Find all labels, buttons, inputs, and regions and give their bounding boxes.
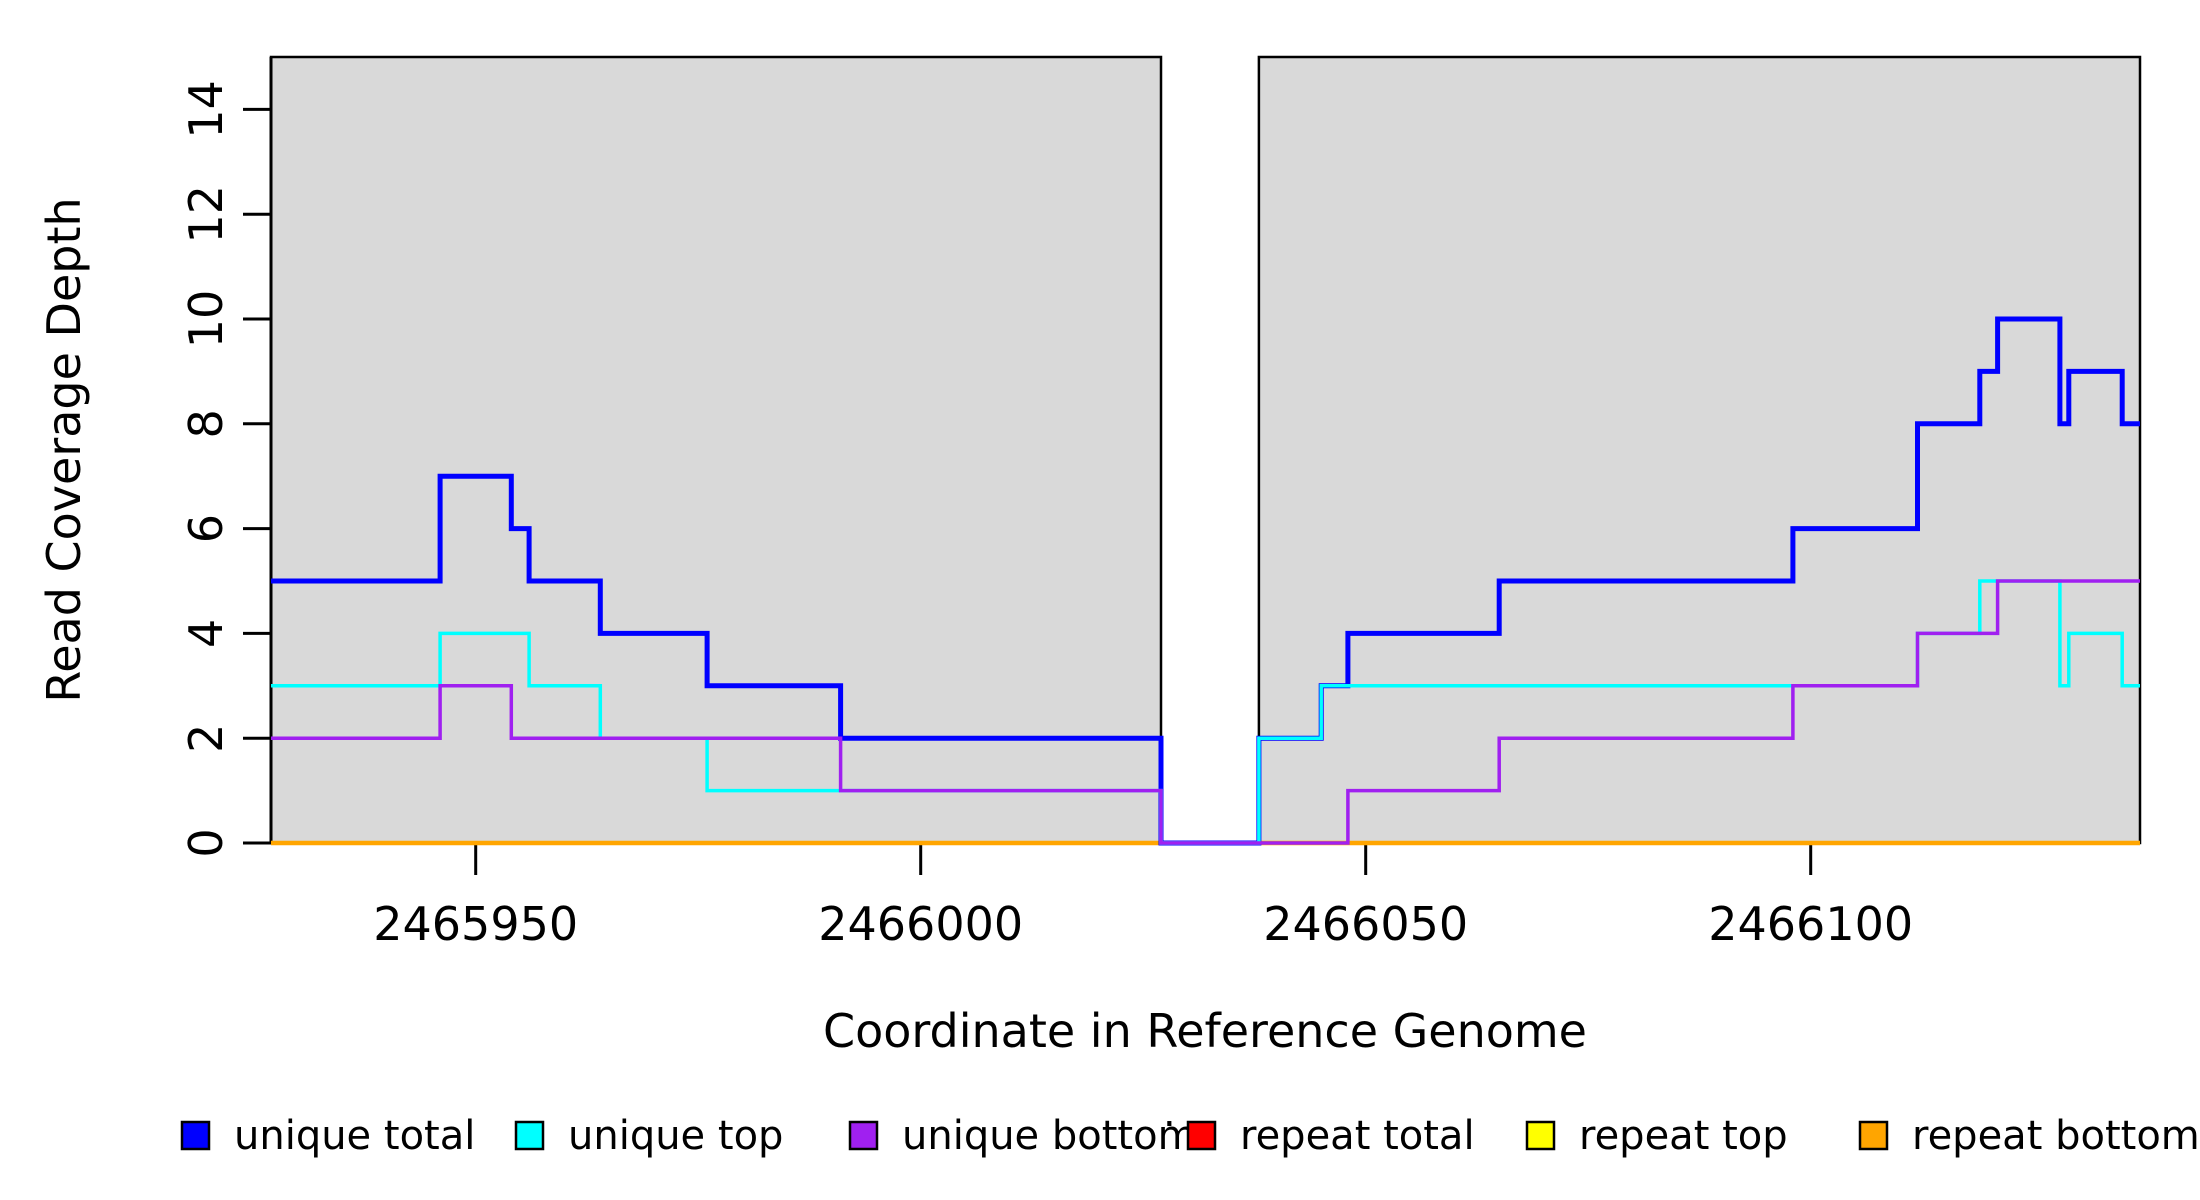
legend-label: unique top bbox=[568, 1113, 783, 1159]
y-axis-label: Read Coverage Depth bbox=[37, 197, 91, 702]
legend-item-repeat-total: repeat total bbox=[1186, 1113, 1475, 1159]
y-tick-label: 4 bbox=[179, 619, 233, 648]
legend-swatch bbox=[848, 1120, 879, 1151]
legend-label: unique total bbox=[234, 1113, 475, 1159]
legend-label: unique bottom bbox=[902, 1113, 1197, 1159]
legend-swatch bbox=[1858, 1120, 1889, 1151]
x-tick-label: 2465950 bbox=[373, 897, 578, 951]
legend-item-unique-top: unique top bbox=[514, 1113, 783, 1159]
legend-swatch bbox=[1525, 1120, 1556, 1151]
legend-item-repeat-bottom: repeat bottom bbox=[1858, 1113, 2200, 1159]
legend-item-repeat-top: repeat top bbox=[1525, 1113, 1788, 1159]
y-tick-label: 8 bbox=[179, 409, 233, 438]
shaded-region bbox=[269, 55, 1163, 845]
stray-mark: . bbox=[1163, 1090, 1176, 1136]
y-tick-label: 0 bbox=[179, 828, 233, 857]
legend: unique total unique top unique bottom repea… bbox=[180, 1090, 2200, 1159]
x-axis-label: Coordinate in Reference Genome bbox=[823, 1004, 1587, 1058]
legend-label: repeat top bbox=[1579, 1113, 1788, 1159]
legend-label: repeat bottom bbox=[1912, 1113, 2200, 1159]
shaded-region bbox=[1257, 55, 2142, 845]
legend-swatch bbox=[180, 1120, 211, 1151]
legend-swatch bbox=[1186, 1120, 1217, 1151]
legend-item-unique-bottom: unique bottom bbox=[848, 1113, 1197, 1159]
legend-label: repeat total bbox=[1240, 1113, 1475, 1159]
shaded-regions bbox=[269, 55, 2142, 845]
x-tick-label: 2466050 bbox=[1263, 897, 1468, 951]
tick-labels: 0 2 4 6 8 10 12 14 2465950 2466000 2466050 2466100 bbox=[179, 80, 1913, 951]
y-tick-label: 10 bbox=[179, 290, 233, 349]
series-line-unique-bottom bbox=[271, 579, 2140, 845]
y-tick-label: 6 bbox=[179, 514, 233, 543]
y-tick-label: 12 bbox=[179, 185, 233, 244]
legend-swatch bbox=[514, 1120, 545, 1151]
legend-item-unique-total: unique total bbox=[180, 1113, 475, 1159]
series-lines bbox=[271, 316, 2140, 846]
x-tick-label: 2466000 bbox=[818, 897, 1023, 951]
y-tick-label: 2 bbox=[179, 724, 233, 753]
x-tick-label: 2466100 bbox=[1708, 897, 1913, 951]
series-line-unique-top bbox=[271, 579, 2140, 845]
y-tick-label: 14 bbox=[179, 80, 233, 139]
